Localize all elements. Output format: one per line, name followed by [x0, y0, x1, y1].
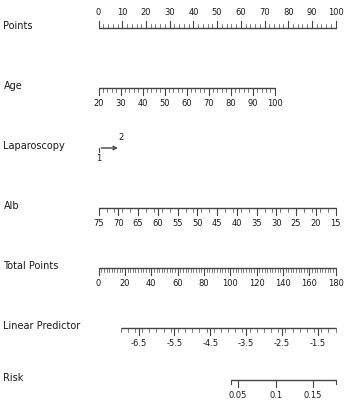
Text: 20: 20: [311, 219, 321, 228]
Text: Alb: Alb: [3, 201, 19, 211]
Text: Points: Points: [3, 21, 33, 31]
Text: 30: 30: [115, 99, 126, 108]
Text: -5.5: -5.5: [166, 339, 182, 348]
Text: 0: 0: [96, 279, 101, 288]
Text: 80: 80: [225, 99, 236, 108]
Text: 65: 65: [133, 219, 144, 228]
Text: 20: 20: [93, 99, 104, 108]
Text: Total Points: Total Points: [3, 261, 59, 271]
Text: 60: 60: [172, 279, 183, 288]
Text: Laparoscopy: Laparoscopy: [3, 141, 65, 151]
Text: Risk: Risk: [3, 373, 24, 383]
Text: 45: 45: [212, 219, 222, 228]
Text: 55: 55: [172, 219, 183, 228]
Text: 160: 160: [301, 279, 317, 288]
Text: 30: 30: [164, 8, 175, 17]
Text: 25: 25: [291, 219, 301, 228]
Text: 20: 20: [120, 279, 130, 288]
Text: 80: 80: [199, 279, 209, 288]
Text: Linear Predictor: Linear Predictor: [3, 321, 81, 331]
Text: 120: 120: [249, 279, 264, 288]
Text: 40: 40: [188, 8, 199, 17]
Text: 75: 75: [93, 219, 104, 228]
Text: 0: 0: [96, 8, 101, 17]
Text: 100: 100: [328, 8, 344, 17]
Text: 40: 40: [146, 279, 156, 288]
Text: 70: 70: [113, 219, 124, 228]
Text: 15: 15: [330, 219, 341, 228]
Text: 60: 60: [153, 219, 163, 228]
Text: Age: Age: [3, 81, 22, 91]
Text: -6.5: -6.5: [130, 339, 147, 348]
Text: 0.05: 0.05: [229, 391, 247, 400]
Text: 100: 100: [267, 99, 283, 108]
Text: 70: 70: [259, 8, 270, 17]
Text: -3.5: -3.5: [238, 339, 254, 348]
Text: 100: 100: [222, 279, 238, 288]
Text: -1.5: -1.5: [310, 339, 326, 348]
Text: 90: 90: [247, 99, 258, 108]
Text: 50: 50: [160, 99, 170, 108]
Text: 60: 60: [236, 8, 246, 17]
Text: 140: 140: [275, 279, 291, 288]
Text: 20: 20: [141, 8, 151, 17]
Text: 40: 40: [231, 219, 242, 228]
Text: -4.5: -4.5: [202, 339, 218, 348]
Text: 30: 30: [271, 219, 282, 228]
Text: 40: 40: [137, 99, 148, 108]
Text: 0.1: 0.1: [269, 391, 282, 400]
Text: 180: 180: [328, 279, 344, 288]
Text: -2.5: -2.5: [274, 339, 290, 348]
Text: 2: 2: [118, 133, 123, 142]
Text: 60: 60: [181, 99, 192, 108]
Text: 80: 80: [283, 8, 293, 17]
Text: 90: 90: [307, 8, 317, 17]
Text: 70: 70: [203, 99, 214, 108]
Text: 0.15: 0.15: [304, 391, 322, 400]
Text: 50: 50: [212, 8, 222, 17]
Text: 1: 1: [96, 154, 101, 162]
Text: 50: 50: [192, 219, 203, 228]
Text: 10: 10: [117, 8, 128, 17]
Text: 35: 35: [251, 219, 262, 228]
